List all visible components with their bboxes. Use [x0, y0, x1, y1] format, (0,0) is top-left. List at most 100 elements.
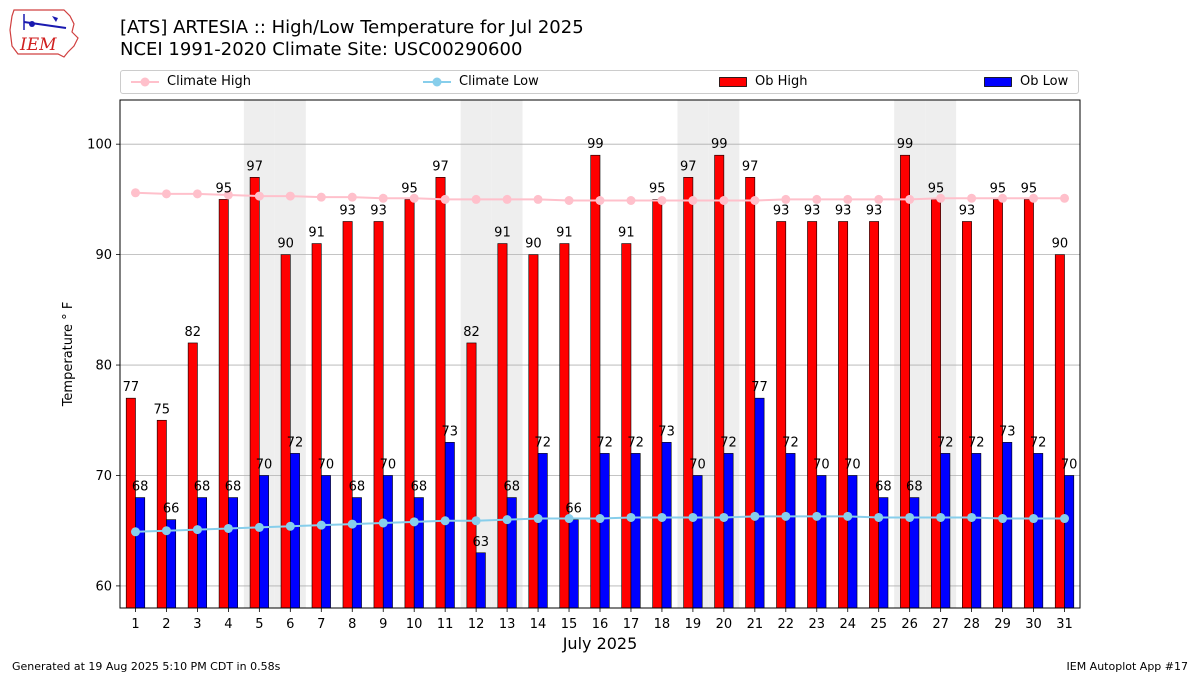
ob-low-bar: [413, 497, 424, 609]
ob-low-bar-label: 72: [287, 435, 304, 450]
ob-low-bar-label: 68: [225, 480, 242, 495]
app-credit: IEM Autoplot App #17: [1066, 660, 1189, 673]
ob-low-bar: [971, 453, 982, 609]
ob-high-bar-label: 93: [959, 203, 976, 218]
climate-high-point: [998, 193, 1008, 203]
chart-title: [ATS] ARTESIA :: High/Low Temperature fo…: [120, 17, 584, 38]
ob-high-bar-label: 97: [246, 159, 263, 174]
legend-item-ob-low: Ob Low: [984, 74, 1068, 89]
ob-high-bar-label: 93: [370, 203, 387, 218]
climate-low-point: [378, 518, 388, 528]
climate-low-point: [688, 512, 698, 522]
ob-high-bar-label: 93: [804, 203, 821, 218]
ob-high-bar-label: 82: [463, 325, 480, 340]
climate-high-point: [626, 195, 636, 205]
x-tick-label: 29: [994, 617, 1011, 632]
x-tick-label: 1: [131, 617, 139, 632]
ob-low-bar-label: 72: [534, 435, 551, 450]
climate-high-point: [812, 194, 822, 204]
climate-high-point: [843, 194, 853, 204]
climate-high-point: [409, 193, 419, 203]
ob-low-bar-label: 68: [349, 480, 366, 495]
ob-low-bar: [351, 497, 362, 609]
x-tick-label: 2: [162, 617, 170, 632]
x-tick-label: 20: [716, 617, 733, 632]
ob-high-bar: [652, 199, 663, 609]
ob-low-bar-label: 73: [658, 424, 675, 439]
ob-high-bar: [187, 342, 198, 609]
ob-high-bar-label: 99: [897, 137, 914, 152]
ob-low-bar-label: 68: [503, 480, 520, 495]
x-tick-label: 8: [348, 617, 356, 632]
climate-high-point: [192, 189, 202, 199]
logo-text: IEM: [19, 35, 57, 55]
climate-high-point: [719, 195, 729, 205]
climate-low-point: [285, 521, 295, 531]
ob-low-bar-label: 72: [937, 435, 954, 450]
y-tick-label: 100: [87, 138, 112, 153]
x-tick-label: 28: [963, 617, 980, 632]
x-tick-label: 6: [286, 617, 294, 632]
ob-low-bar: [692, 475, 703, 609]
climate-low-point: [936, 512, 946, 522]
ob-high-bar: [218, 199, 229, 609]
climate-high-point: [657, 195, 667, 205]
ob-high-bar: [621, 243, 632, 609]
climate-low-point: [719, 512, 729, 522]
ob-high-bar: [559, 243, 570, 609]
climate-high-point: [595, 195, 605, 205]
ob-low-bar: [259, 475, 269, 609]
legend: Climate High Climate Low Ob High Ob Low: [120, 70, 1079, 94]
ob-low-bar-label: 72: [720, 435, 737, 450]
legend-item-climate-low: Climate Low: [423, 74, 539, 89]
climate-low-point: [471, 516, 481, 526]
ob-low-bar: [599, 453, 610, 609]
ob-high-bar: [249, 177, 260, 609]
climate-high-point: [285, 191, 295, 201]
ob-low-bar-label: 72: [782, 435, 799, 450]
climate-high-point: [905, 194, 915, 204]
climate-high-point: [347, 192, 357, 202]
ob-high-bar-label: 95: [990, 181, 1007, 196]
ob-high-bar: [1023, 199, 1034, 609]
ob-high-bar-label: 90: [1052, 237, 1069, 252]
climate-high-point: [1029, 193, 1039, 203]
ob-low-bar: [135, 497, 146, 609]
ob-low-bar-label: 68: [411, 480, 428, 495]
ob-low-bar: [723, 453, 734, 609]
x-tick-label: 21: [747, 617, 764, 632]
x-tick-label: 19: [685, 617, 702, 632]
x-tick-label: 25: [870, 617, 887, 632]
y-tick-label: 60: [95, 579, 112, 594]
ob-low-bar: [630, 453, 641, 609]
climate-low-point: [192, 525, 202, 535]
ob-high-bar: [497, 243, 508, 609]
ob-low-bar-label: 68: [194, 480, 211, 495]
ob-low-bar: [816, 475, 827, 609]
ob-high-bar-label: 95: [1021, 181, 1038, 196]
ob-high-bar: [373, 221, 384, 609]
x-tick-label: 11: [437, 617, 454, 632]
y-axis-label: Temperature ° F: [61, 302, 76, 408]
x-tick-label: 31: [1056, 617, 1073, 632]
ob-high-bar-label: 99: [711, 137, 728, 152]
ob-low-bar: [1033, 453, 1044, 609]
climate-high-point: [533, 194, 543, 204]
ob-high-bar: [962, 221, 972, 609]
x-tick-label: 7: [317, 617, 325, 632]
climate-high-point: [688, 195, 698, 205]
ob-high-bar: [466, 342, 477, 609]
ob-low-bar: [661, 442, 672, 609]
x-tick-label: 22: [778, 617, 795, 632]
x-tick-label: 12: [468, 617, 485, 632]
climate-low-point: [812, 511, 822, 521]
climate-low-point: [781, 511, 791, 521]
x-tick-label: 27: [932, 617, 949, 632]
ob-low-bar-label: 73: [999, 424, 1016, 439]
legend-line-icon: [423, 77, 451, 86]
x-tick-label: 18: [654, 617, 671, 632]
ob-high-bar-label: 97: [432, 159, 449, 174]
ob-high-bar-label: 77: [123, 380, 140, 395]
x-tick-label: 16: [592, 617, 609, 632]
climate-high-point: [936, 193, 946, 203]
